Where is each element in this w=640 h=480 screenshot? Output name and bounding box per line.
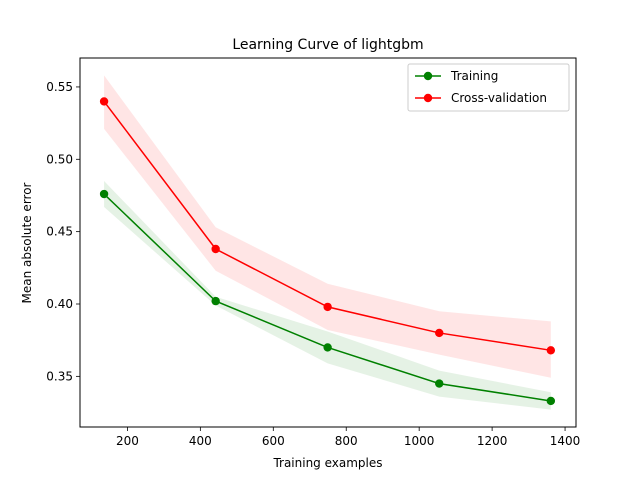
y-axis-ticks: 0.35 0.40 0.45 0.50 0.55 — [46, 80, 80, 383]
x-tick-label: 1400 — [550, 434, 581, 448]
y-tick-label: 0.50 — [46, 152, 73, 166]
training-point — [99, 189, 109, 199]
x-axis-ticks: 200 400 600 800 1000 1200 1400 — [116, 427, 580, 448]
training-point — [546, 396, 556, 406]
x-tick-label: 1200 — [477, 434, 508, 448]
training-point — [323, 343, 332, 352]
x-axis-label: Training examples — [272, 456, 382, 470]
x-tick-label: 200 — [116, 434, 139, 448]
legend-box — [407, 63, 570, 112]
y-tick-label: 0.40 — [46, 297, 73, 311]
cross-validation-point — [99, 97, 109, 106]
training-legend-label: Training — [450, 69, 498, 83]
cross-validation-point — [323, 302, 332, 312]
cross-validation-point — [435, 328, 444, 338]
x-tick-label: 1000 — [404, 434, 435, 448]
training-point — [435, 379, 444, 388]
y-axis-label: Mean absolute error — [20, 182, 34, 303]
cross-validation-legend-label: Cross-validation — [451, 91, 547, 105]
x-tick-label: 600 — [262, 434, 285, 448]
y-tick-label: 0.45 — [46, 225, 73, 239]
cross-validation-band — [104, 75, 551, 378]
legend: Training Cross-validation — [407, 63, 570, 112]
chart-title: Learning Curve of lightgbm — [232, 37, 423, 53]
x-tick-label: 400 — [189, 434, 212, 448]
confidence-bands — [104, 75, 551, 410]
y-tick-label: 0.35 — [46, 369, 73, 383]
training-band — [104, 181, 551, 410]
axes-frame — [79, 57, 577, 428]
cross-validation-point — [211, 244, 220, 254]
y-tick-label: 0.55 — [46, 80, 73, 94]
cross-validation-point — [546, 346, 556, 355]
x-tick-label: 800 — [335, 434, 358, 448]
series-markers — [99, 97, 556, 406]
cross-validation-legend-marker — [423, 93, 433, 103]
training-legend-marker — [423, 71, 433, 81]
training-point — [211, 296, 220, 306]
